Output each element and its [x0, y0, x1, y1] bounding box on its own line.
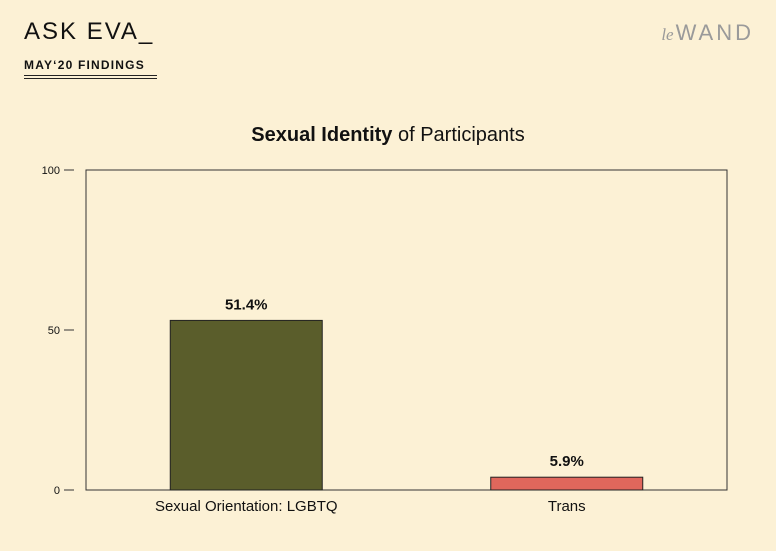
x-tick-label: Sexual Orientation: LGBTQ: [155, 498, 338, 515]
logo-main: WAND: [675, 20, 754, 45]
subtitle-underline: [24, 75, 157, 79]
plot-frame: [85, 169, 728, 491]
chart-title: Sexual Identity of Participants: [0, 124, 776, 147]
bar-data-label: 5.9%: [550, 453, 584, 470]
y-tick-label: 100: [42, 165, 60, 177]
x-tick-label: Trans: [548, 498, 586, 515]
lewand-logo: leWAND: [661, 20, 754, 46]
logo-prefix: le: [661, 25, 674, 44]
report-subtitle: MAY‘20 FINDINGS: [24, 58, 145, 72]
bar: [490, 476, 644, 491]
chart-title-rest: of Participants: [392, 124, 525, 146]
y-tick-label: 50: [48, 325, 60, 337]
bar: [169, 319, 323, 491]
bar-data-label: 51.4%: [225, 296, 268, 313]
chart-title-bold: Sexual Identity: [251, 124, 393, 146]
brand-title: ASK EVA_: [24, 18, 155, 45]
y-tick-label: 0: [54, 485, 60, 497]
